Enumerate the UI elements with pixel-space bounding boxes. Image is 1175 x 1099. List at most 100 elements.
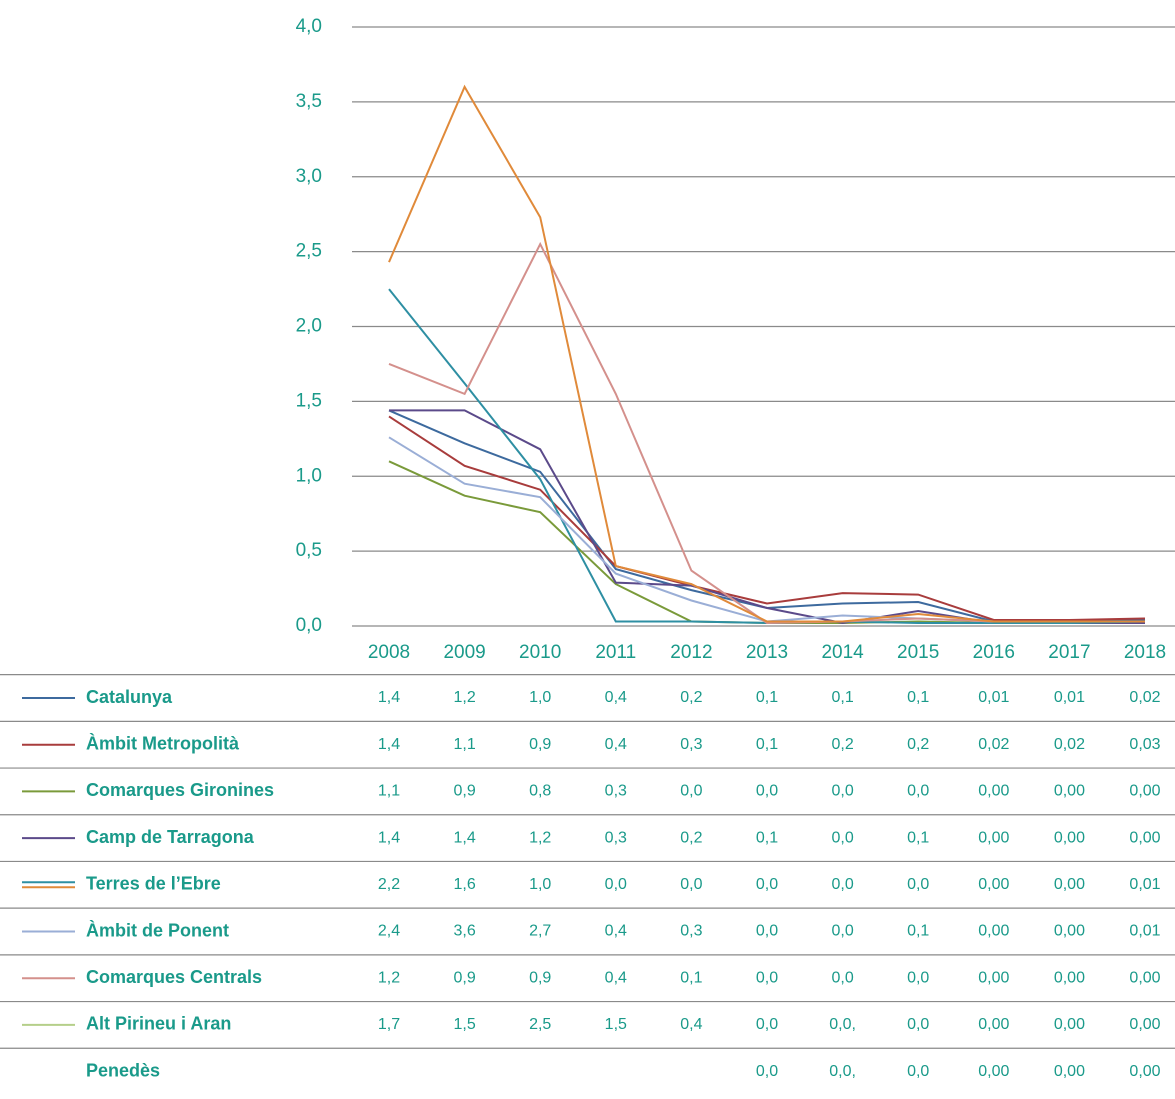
table-cell: 0,0 <box>907 969 929 986</box>
table-cell: 0,0 <box>680 876 702 893</box>
table-cell: 0,1 <box>907 829 929 846</box>
table-cell: 0,0 <box>680 783 702 800</box>
table-cell: 1,4 <box>378 829 400 846</box>
table-cell: 0,01 <box>1054 689 1085 706</box>
x-tick-label: 2015 <box>897 642 939 663</box>
table-cell: 0,0 <box>831 923 853 940</box>
y-tick-label: 2,5 <box>296 241 322 262</box>
table-cell: 0,00 <box>1054 1016 1085 1033</box>
row-label: Comarques Gironines <box>86 780 274 800</box>
row-label: Àmbit de Ponent <box>86 919 229 940</box>
y-tick-label: 2,0 <box>296 316 322 337</box>
table-cell: 0,2 <box>907 736 929 753</box>
x-tick-label: 2016 <box>973 642 1015 663</box>
table-cell: 0,1 <box>907 689 929 706</box>
table-cell: 1,0 <box>529 689 551 706</box>
x-tick-label: 2018 <box>1124 642 1166 663</box>
row-label: Terres de l’Ebre <box>86 874 221 894</box>
series-line <box>388 241 1145 625</box>
table-cell: 0,0 <box>756 1016 778 1033</box>
table-cell: 0,0 <box>907 1063 929 1080</box>
table-cell: 0,9 <box>453 783 475 800</box>
series-line <box>388 436 1145 623</box>
table-cell: 0,2 <box>680 689 702 706</box>
table-cell: 1,1 <box>378 783 400 800</box>
table-cell: 3,6 <box>453 923 475 940</box>
series-line <box>389 409 1145 625</box>
table-cell: 0,0 <box>756 923 778 940</box>
table-cell: 0,4 <box>605 969 627 986</box>
table-cell: 0,03 <box>1129 736 1160 753</box>
table-cell: 0,00 <box>1129 969 1160 986</box>
table-cell: 0,0 <box>831 876 853 893</box>
table-cell: 0,00 <box>1054 969 1085 986</box>
table-cell: 0,1 <box>756 829 778 846</box>
table-cell: 0,0 <box>831 783 853 800</box>
x-tick-label: 2008 <box>368 642 410 663</box>
y-tick-label: 1,0 <box>296 465 322 486</box>
table-cell: 0,0 <box>907 783 929 800</box>
x-tick-label: 2014 <box>821 642 864 663</box>
table-cell: 0,4 <box>605 736 627 753</box>
table-cell: 0,0, <box>829 1016 856 1033</box>
table-cell: 1,6 <box>453 876 475 893</box>
table-cell: 0,4 <box>605 689 627 706</box>
row-label: Comarques Centrals <box>86 967 262 987</box>
y-tick-label: 1,5 <box>296 390 322 411</box>
table-cell: 0,9 <box>529 969 551 986</box>
table-cell: 1,4 <box>378 736 400 753</box>
row-label: Catalunya <box>86 687 173 707</box>
table-cell: 0,1 <box>680 969 702 986</box>
x-tick-label: 2009 <box>443 642 485 663</box>
x-tick-label: 2011 <box>595 642 636 663</box>
table-cell: 1,5 <box>605 1016 627 1033</box>
table-cell: 0,3 <box>605 829 627 846</box>
table-cell: 0,02 <box>1054 736 1085 753</box>
table-cell: 0,0 <box>907 876 929 893</box>
table-cell: 0,0 <box>907 1016 929 1033</box>
table-cell: 0,0, <box>829 1063 856 1080</box>
series-line <box>388 415 1146 621</box>
table-cell: 1,0 <box>529 876 551 893</box>
table-cell: 0,1 <box>756 736 778 753</box>
table-cell: 0,0 <box>756 876 778 893</box>
table-cell: 0,4 <box>680 1016 702 1033</box>
table-cell: 0,00 <box>1054 783 1085 800</box>
table-cell: 2,7 <box>529 923 551 940</box>
y-tick-label: 3,0 <box>296 166 322 187</box>
table-cell: 0,02 <box>978 736 1009 753</box>
table-cell: 0,3 <box>605 783 627 800</box>
series-line <box>388 460 1145 624</box>
y-tick-label: 0,5 <box>296 540 322 561</box>
table-cell: 2,5 <box>529 1016 551 1033</box>
x-tick-label: 2012 <box>670 642 712 663</box>
table-cell: 0,01 <box>978 689 1009 706</box>
row-label: Àmbit Metropolità <box>86 732 240 753</box>
row-label: Penedès <box>86 1060 160 1080</box>
x-tick-label: 2010 <box>519 642 561 663</box>
series-line <box>388 409 1146 623</box>
table-cell: 0,00 <box>978 876 1009 893</box>
table-cell: 0,0 <box>756 1063 778 1080</box>
table-cell: 0,00 <box>1129 1063 1160 1080</box>
table-cell: 0,01 <box>1129 876 1160 893</box>
table-cell: 0,0 <box>831 829 853 846</box>
table-cell: 0,00 <box>978 783 1009 800</box>
table-cell: 0,4 <box>605 923 627 940</box>
y-tick-label: 4,0 <box>296 16 322 37</box>
table-cell: 1,2 <box>453 689 475 706</box>
table-cell: 0,00 <box>1054 829 1085 846</box>
table-cell: 0,02 <box>1129 689 1160 706</box>
table-cell: 0,0 <box>605 876 627 893</box>
table-cell: 0,9 <box>529 736 551 753</box>
table-cell: 0,9 <box>453 969 475 986</box>
table-cell: 0,1 <box>831 689 853 706</box>
table-cell: 0,00 <box>978 1063 1009 1080</box>
table-cell: 0,00 <box>978 923 1009 940</box>
x-tick-label: 2017 <box>1048 642 1090 663</box>
x-tick-label: 2013 <box>746 642 788 663</box>
table-cell: 0,00 <box>1054 923 1085 940</box>
table-cell: 0,00 <box>1129 783 1160 800</box>
table-cell: 0,2 <box>680 829 702 846</box>
table-cell: 0,1 <box>756 689 778 706</box>
